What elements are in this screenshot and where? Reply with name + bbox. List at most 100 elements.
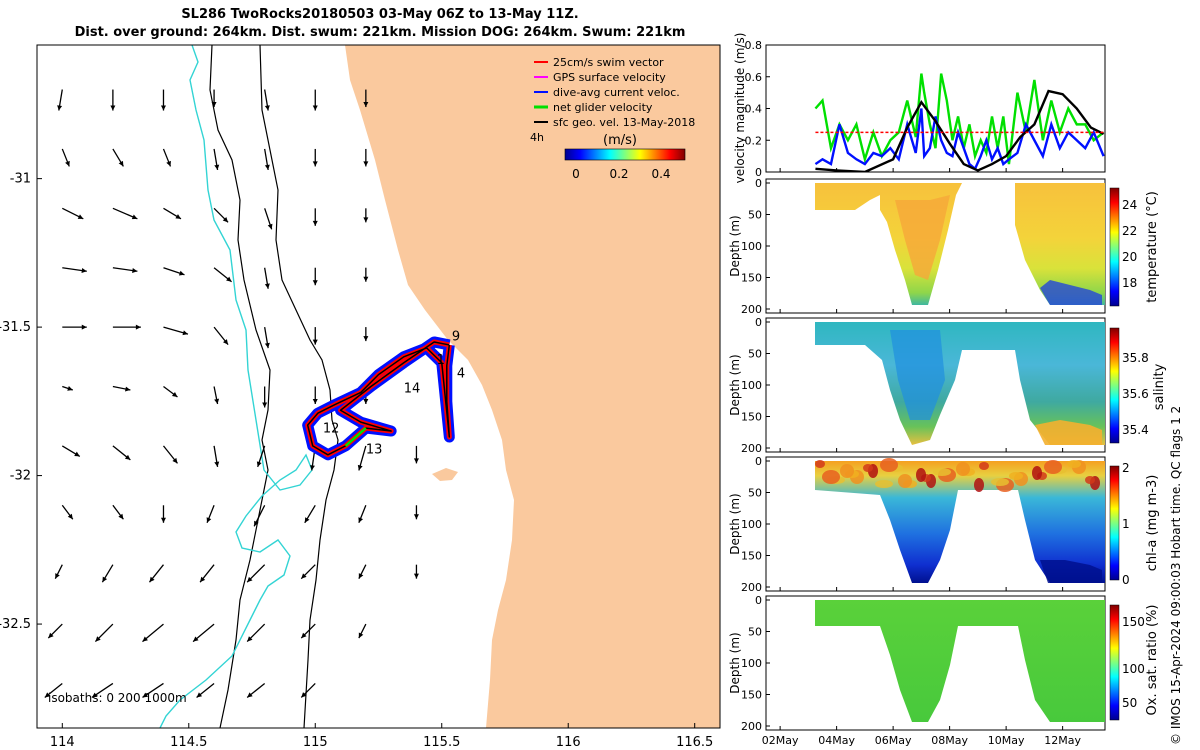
current-vector-arrow (148, 564, 164, 583)
current-vector-arrow (142, 623, 164, 643)
current-vector-arrow (94, 623, 114, 643)
current-vector-arrow (264, 89, 270, 111)
chlorophyll-patch (916, 468, 926, 482)
velocity-series-net-glider-velocity (814, 73, 1105, 165)
map-legend: 25cm/s swim vector GPS surface velocity … (530, 56, 695, 181)
salinity-field (815, 322, 1105, 445)
current-vector-arrow (57, 89, 63, 111)
current-vector-arrow (413, 505, 419, 520)
current-vector-arrow (112, 148, 124, 167)
velocity-series-sfc-geo-vel- (815, 89, 1105, 172)
track-day-label: 9 (452, 329, 460, 344)
temperature-cb-20: 20 (1122, 250, 1137, 264)
track-day-label: 14 (404, 381, 421, 396)
current-vector-arrow (160, 505, 166, 523)
current-vector-arrow (110, 89, 116, 111)
track-day-label: 12 (323, 422, 340, 437)
depth-tick-label: 0 (755, 177, 762, 190)
chlorophyll-patches (815, 458, 1100, 492)
velocity-ytick-label: 0.2 (745, 134, 763, 147)
chlorophyll-field (815, 461, 1105, 583)
current-vector-arrow (264, 148, 270, 171)
oxygen-field (815, 600, 1105, 722)
depth-tick-label: 150 (741, 411, 762, 424)
current-vector-arrow (62, 385, 74, 391)
current-vector-arrow (54, 564, 63, 579)
current-vector-arrow (101, 564, 114, 583)
salinity-label: salinity (1152, 363, 1167, 410)
oxygen-cb-50: 50 (1122, 696, 1137, 710)
chlorophyll-patch (1067, 460, 1081, 468)
time-tick-label: 12May (1044, 734, 1081, 747)
depth-tick-label: 150 (741, 689, 762, 702)
chlorophyll-patch (898, 474, 912, 488)
depth-tick-label: 50 (748, 487, 762, 500)
depth-tick-label: 50 (748, 348, 762, 361)
current-vector-arrow (413, 564, 419, 579)
map-colorbar (564, 148, 686, 161)
current-vector-arrow (162, 148, 172, 167)
oxygen-label: Ox. sat. ratio (%) (1145, 605, 1160, 716)
depth-tick-label: 100 (741, 518, 762, 531)
map-xtick-label: 116 (556, 735, 581, 750)
chlorophyll-label: chl-a (mg m-3) (1145, 475, 1160, 572)
current-vector-arrow (213, 386, 220, 405)
track-day-label: 13 (366, 442, 383, 457)
current-vector-arrow (192, 623, 215, 643)
current-vector-arrow (304, 504, 316, 524)
depth-tick-label: 200 (741, 442, 762, 455)
temperature-field (815, 183, 1105, 305)
map-xtick-label: 116.5 (676, 735, 713, 750)
salinity-high-bottom (1035, 420, 1102, 445)
salinity-cb-35.8: 35.8 (1122, 351, 1149, 365)
current-vector-arrow (206, 505, 215, 524)
depth-tick-label: 200 (741, 303, 762, 316)
current-vector-arrow (44, 682, 63, 698)
velocity-axis: 0 0.2 0.4 0.6 0.8 (745, 39, 1064, 179)
current-vector-arrow (112, 445, 131, 461)
salinity-colorbar (1109, 327, 1120, 444)
section-axes: 0 50 100 150 200 Depth (m) 0 50 100 150 200 Depth (… (728, 177, 1081, 747)
current-vector-arrow (47, 623, 63, 639)
chlorophyll-deep-low (1040, 560, 1102, 583)
time-tick-label: 04May (818, 734, 855, 747)
depth-tick-label: 150 (741, 272, 762, 285)
chlorophyll-patch (991, 478, 1009, 486)
land-mass (345, 45, 720, 728)
current-vector-arrow (213, 148, 220, 171)
chlorophyll-panel: 2 1 0 chl-a (mg m-3) (765, 456, 1160, 592)
current-vector-arrow (312, 89, 318, 111)
track-day-label: 4 (457, 367, 465, 382)
chlorophyll-patch (880, 458, 898, 472)
current-vector-arrow (199, 564, 215, 583)
current-vector-arrow (160, 89, 166, 111)
current-vector-arrow (163, 267, 185, 276)
temperature-cb-22: 22 (1122, 224, 1137, 238)
temperature-warm-core (895, 195, 950, 280)
current-vector-arrow (246, 564, 266, 583)
current-vector-arrow (61, 148, 70, 167)
current-vector-arrow (142, 682, 164, 698)
depth-tick-label: 0 (755, 594, 762, 607)
salinity-cb-35.6: 35.6 (1122, 387, 1149, 401)
track-day-label: 1 (437, 353, 445, 368)
isobath-note: isobaths: 0 200 1000m (48, 691, 187, 705)
current-vector-arrow (163, 385, 178, 398)
chlorophyll-cb-2: 2 (1122, 461, 1130, 475)
current-vector-arrow (213, 207, 229, 223)
temperature-cold-core (1040, 280, 1102, 305)
chart-title-line1: SL286 TwoRocks20180503 03-May 06Z to 13-… (181, 7, 579, 22)
current-vectors (44, 89, 419, 698)
depth-tick-label: 100 (741, 240, 762, 253)
track-line (306, 341, 451, 456)
map-xtick-label: 115 (303, 735, 328, 750)
time-tick-label: 06May (875, 734, 912, 747)
depth-tick-label: 100 (741, 379, 762, 392)
velocity-ytick-label: 0.6 (745, 71, 763, 84)
temperature-colorbar (1109, 187, 1120, 307)
current-vector-arrow (312, 267, 318, 286)
temperature-cb-18: 18 (1122, 276, 1137, 290)
chlorophyll-cb-1: 1 (1122, 517, 1130, 531)
